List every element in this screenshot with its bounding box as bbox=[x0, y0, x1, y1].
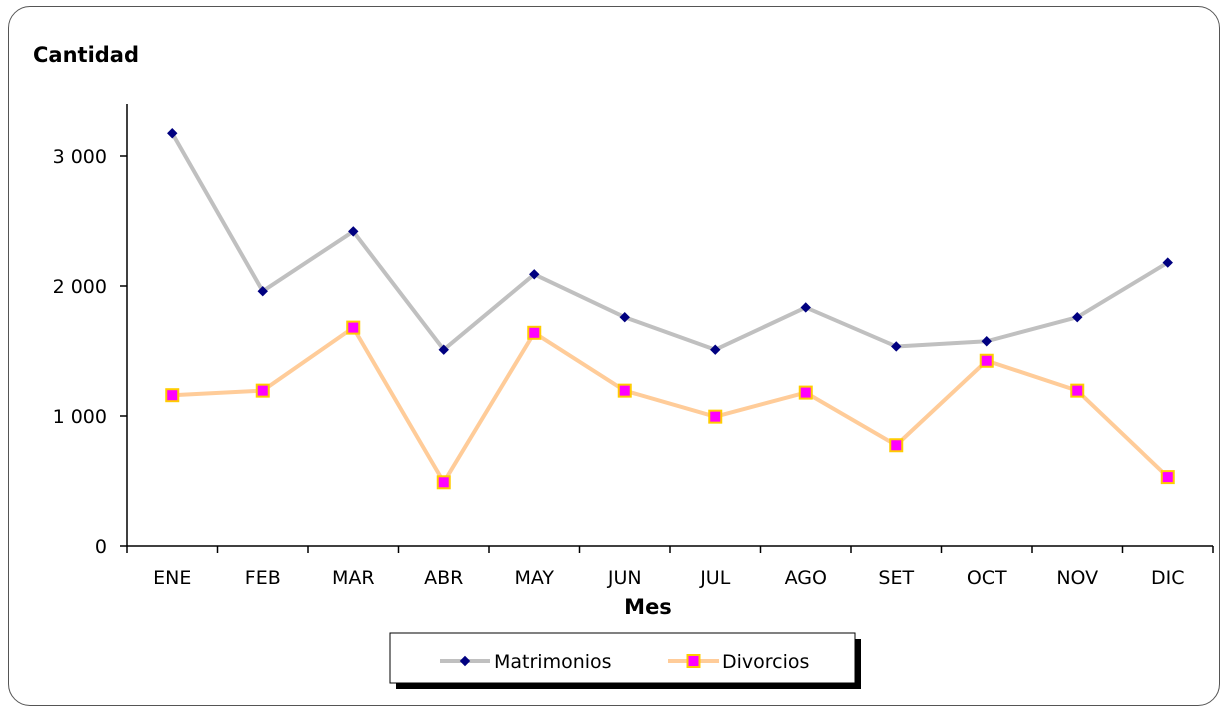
legend-label: Matrimonios bbox=[494, 651, 612, 673]
x-tick-label: JUL bbox=[699, 567, 731, 589]
data-point-matrimonios bbox=[529, 269, 540, 280]
data-point-matrimonios bbox=[619, 311, 630, 323]
data-point-divorcios bbox=[889, 438, 904, 453]
x-tick-label: OCT bbox=[967, 567, 1007, 589]
data-point-divorcios bbox=[979, 353, 994, 368]
data-point-matrimonios bbox=[257, 285, 268, 297]
data-point-divorcios bbox=[798, 385, 813, 400]
data-point-matrimonios bbox=[1072, 311, 1083, 323]
x-tick-label: FEB bbox=[245, 567, 281, 589]
x-tick-label: JUN bbox=[607, 567, 642, 589]
y-tick-label: 3 000 bbox=[53, 146, 107, 168]
data-point-matrimonios bbox=[438, 344, 449, 355]
data-point-matrimonios bbox=[981, 336, 992, 347]
y-tick-label: 0 bbox=[95, 536, 107, 558]
legend-item-matrimonios: Matrimonios bbox=[440, 651, 612, 673]
data-point-divorcios bbox=[1160, 470, 1175, 485]
x-tick-label: AGO bbox=[785, 567, 827, 589]
x-tick-label: MAY bbox=[514, 567, 554, 589]
data-point-divorcios bbox=[255, 383, 270, 398]
series-matrimonios bbox=[167, 128, 1173, 355]
x-axis-title: Mes bbox=[624, 595, 672, 619]
y-tick-label: 1 000 bbox=[53, 406, 107, 428]
legend-item-divorcios: Divorcios bbox=[668, 651, 809, 673]
x-tick-label: ABR bbox=[424, 567, 463, 589]
data-point-divorcios bbox=[436, 475, 451, 490]
x-tick-label: SET bbox=[878, 567, 914, 589]
data-point-divorcios bbox=[165, 388, 180, 403]
legend-label: Divorcios bbox=[722, 651, 809, 673]
data-point-matrimonios bbox=[348, 226, 359, 237]
x-tick-label: NOV bbox=[1056, 567, 1098, 589]
legend-box bbox=[389, 632, 856, 684]
series-divorcios bbox=[165, 320, 1175, 490]
legend-marker bbox=[686, 654, 701, 668]
y-tick-label: 2 000 bbox=[53, 276, 107, 298]
x-tick-label: MAR bbox=[332, 567, 375, 589]
data-point-divorcios bbox=[346, 320, 361, 335]
data-point-matrimonios bbox=[167, 128, 178, 139]
chart-frame bbox=[8, 6, 1220, 706]
data-point-matrimonios bbox=[1162, 257, 1173, 268]
data-point-matrimonios bbox=[891, 341, 902, 352]
data-point-matrimonios bbox=[800, 302, 811, 313]
y-axis-title: Cantidad bbox=[33, 43, 139, 67]
data-point-divorcios bbox=[617, 383, 632, 398]
data-point-divorcios bbox=[527, 325, 542, 340]
series-line-divorcios bbox=[172, 325, 1170, 485]
data-point-divorcios bbox=[1070, 383, 1085, 398]
data-point-matrimonios bbox=[710, 344, 721, 355]
legend-marker bbox=[459, 655, 471, 667]
series-line-matrimonios bbox=[170, 132, 1169, 352]
x-tick-label: DIC bbox=[1151, 567, 1185, 589]
x-tick-label: ENE bbox=[153, 567, 191, 589]
data-point-divorcios bbox=[708, 409, 723, 424]
